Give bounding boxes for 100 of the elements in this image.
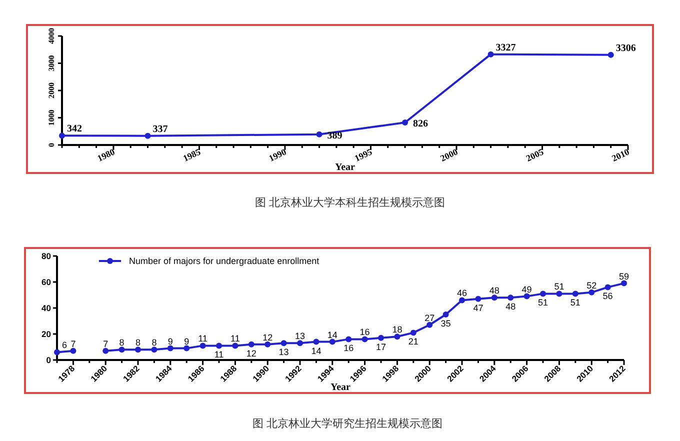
data-label: 16	[360, 327, 370, 338]
point	[54, 349, 60, 356]
point	[402, 119, 408, 126]
data-label: 46	[456, 288, 468, 298]
point	[329, 338, 336, 345]
data-label: 16	[344, 343, 354, 354]
point	[524, 293, 530, 300]
data-label: 56	[602, 291, 613, 302]
data-label: 11	[214, 350, 224, 360]
data-label: 17	[376, 342, 386, 352]
point	[362, 336, 368, 342]
y-tick-label: 0	[46, 355, 52, 365]
data-label: 13	[294, 331, 306, 342]
data-label: 59	[618, 271, 630, 282]
point	[410, 330, 416, 336]
point	[102, 348, 109, 354]
point	[442, 312, 449, 318]
point	[248, 341, 254, 348]
data-label: 9	[184, 336, 190, 346]
point	[232, 342, 238, 349]
data-label: 11	[198, 334, 208, 344]
x-tick-label: 1990	[267, 146, 288, 164]
data-label: 13	[278, 347, 289, 358]
data-label: 11	[230, 334, 240, 344]
point	[540, 290, 546, 297]
data-label: 826	[413, 118, 428, 130]
y-tick-label: 60	[42, 277, 52, 287]
point	[475, 296, 482, 302]
x-axis-title: Year	[330, 382, 352, 393]
point	[572, 290, 578, 297]
point	[151, 346, 158, 353]
data-label: 51	[554, 282, 564, 292]
text: 图 北京林业大学研究生招生规模示意图	[252, 417, 443, 430]
data-label: 9	[168, 336, 173, 346]
point	[135, 346, 141, 353]
data-label: 27	[424, 312, 435, 323]
y-tick-label: 40	[42, 303, 52, 313]
point	[488, 51, 494, 58]
data-label: 14	[327, 330, 338, 340]
data-label: 35	[440, 318, 451, 328]
point	[70, 348, 76, 354]
data-label: 12	[246, 348, 256, 358]
data-label: 52	[586, 280, 597, 290]
data-label: 6	[62, 340, 68, 350]
data-label: 49	[522, 284, 532, 294]
data-label: 8	[135, 338, 141, 348]
point	[144, 132, 151, 139]
point	[280, 340, 287, 346]
data-label: 48	[489, 286, 500, 296]
x-tick-label: 2010	[610, 146, 632, 164]
data-label: 47	[473, 302, 484, 313]
point	[297, 340, 303, 346]
point	[118, 346, 125, 353]
x-tick-label: 2000	[438, 146, 460, 164]
data-label: 342	[67, 124, 82, 135]
data-label: 3306	[616, 42, 636, 54]
x-tick-label: 2005	[524, 146, 546, 164]
point	[608, 52, 614, 58]
data-label: 51	[570, 298, 580, 308]
point	[508, 294, 514, 301]
x-axis-title: Year	[335, 162, 356, 173]
y-tick-label: 4000	[47, 28, 56, 44]
point	[556, 290, 562, 297]
y-tick-label: 3000	[47, 55, 56, 72]
point	[167, 345, 174, 352]
point	[200, 342, 206, 349]
point	[394, 334, 400, 340]
y-tick-label: 1000	[47, 110, 56, 126]
point	[264, 341, 271, 348]
y-tick-label: 2000	[47, 82, 56, 98]
y-tick-label: 80	[42, 251, 52, 261]
point	[459, 297, 465, 304]
point	[316, 131, 322, 138]
y-tick-label: 0	[47, 143, 56, 147]
data-label: 48	[506, 302, 516, 312]
data-label: 389	[327, 130, 342, 142]
point	[588, 289, 595, 296]
data-label: 8	[119, 338, 124, 348]
data-label: 7	[70, 338, 76, 349]
data-label: 14	[311, 346, 322, 356]
point	[346, 336, 352, 342]
data-label: 12	[262, 332, 273, 342]
data-label: 337	[152, 124, 168, 135]
data-label: 8	[152, 338, 157, 348]
data-label: 7	[103, 338, 108, 349]
data-label: 21	[408, 336, 418, 347]
text: 图 北京林业大学本科生招生规模示意图	[254, 196, 446, 209]
data-label: 51	[538, 298, 548, 308]
point	[426, 322, 433, 328]
x-tick-label: 1995	[353, 146, 374, 164]
point	[378, 334, 384, 341]
point	[621, 280, 627, 286]
point	[491, 294, 498, 301]
y-tick-label: 20	[42, 329, 52, 339]
data-label: 18	[392, 324, 402, 335]
data-label: 3327	[496, 42, 516, 54]
point	[184, 345, 190, 352]
legend-label: Number of majors for undergraduate enrollment	[129, 256, 320, 266]
point	[216, 342, 222, 349]
point	[59, 132, 65, 139]
